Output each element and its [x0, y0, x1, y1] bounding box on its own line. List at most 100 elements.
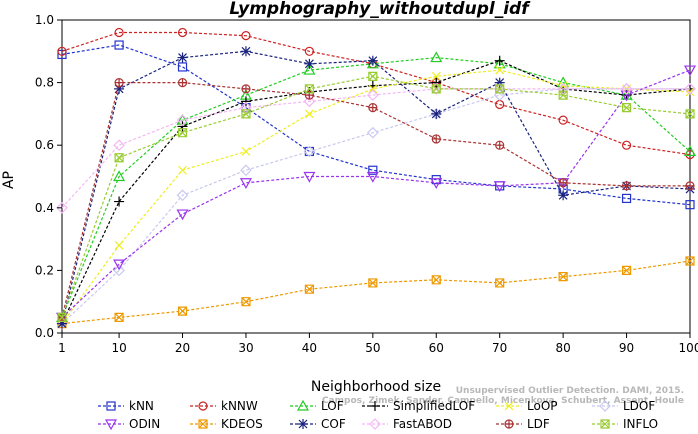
data-point: [495, 278, 505, 288]
x-tick-label: 90: [619, 341, 634, 355]
data-point: [114, 40, 124, 50]
data-point: [621, 103, 632, 113]
data-point: [684, 83, 696, 95]
legend-item-simplifiedlof: SimplifiedLOF: [362, 399, 475, 413]
data-point: [494, 55, 505, 66]
data-point: [431, 84, 441, 94]
data-point: [114, 83, 125, 94]
legend-label: COF: [321, 417, 346, 431]
legend-label: FastABOD: [393, 417, 452, 431]
data-point: [113, 264, 125, 277]
legend-marker: [504, 401, 514, 411]
data-point: [114, 78, 124, 88]
data-point: [241, 147, 251, 156]
series-kdeos: [57, 256, 695, 329]
data-point: [57, 312, 67, 322]
data-point: [114, 27, 124, 38]
data-point: [368, 84, 378, 94]
x-tick-label: 20: [175, 341, 190, 355]
data-point: [620, 83, 633, 95]
legend-item-lof: LOF: [290, 399, 344, 413]
data-point: [495, 140, 505, 150]
series-line: [61, 69, 691, 318]
legend-item-ldof: LDOF: [592, 399, 655, 413]
y-tick-label: 0.4: [35, 201, 54, 215]
data-point: [241, 31, 251, 41]
data-point: [113, 259, 126, 271]
legend-item-loop: LoOP: [496, 399, 558, 413]
y-tick-label: 0.8: [35, 76, 54, 90]
data-point: [558, 272, 568, 282]
legend-label: SimplifiedLOF: [393, 399, 475, 413]
series-line: [61, 60, 691, 324]
legend-item-cof: COF: [290, 417, 346, 431]
data-point: [57, 46, 67, 56]
data-point: [303, 95, 316, 108]
data-point: [621, 181, 632, 191]
legend-item-knnw: kNNW: [190, 399, 258, 413]
data-point: [114, 196, 125, 207]
data-point: [240, 164, 252, 177]
data-point: [114, 312, 124, 322]
x-tick-label: 100: [679, 341, 698, 355]
data-point: [621, 140, 632, 150]
y-tick-label: 0.0: [35, 326, 54, 340]
data-point: [114, 240, 124, 250]
data-point: [621, 193, 632, 204]
series-line: [61, 88, 690, 209]
data-point: [177, 62, 188, 72]
data-point: [304, 284, 314, 294]
legend-item-ldf: LDF: [496, 417, 550, 431]
data-point: [57, 318, 67, 329]
data-point: [367, 55, 378, 66]
legend-marker: [599, 400, 611, 412]
data-point: [495, 84, 505, 94]
legend-label: KDEOS: [221, 417, 263, 431]
data-point: [303, 63, 316, 75]
chart-title: Lymphography_withoutdupl_idf: [229, 0, 531, 19]
legend-item-inflo: INFLO: [592, 417, 658, 431]
legend-marker: [298, 419, 308, 429]
data-point: [366, 89, 379, 101]
series-ldof: [56, 83, 696, 330]
legend-marker: [296, 399, 310, 411]
x-tick-label: 50: [365, 341, 380, 355]
x-tick-label: 60: [429, 341, 444, 355]
x-tick-label: 80: [555, 341, 570, 355]
legend-label: LOF: [321, 399, 344, 413]
data-point: [430, 83, 443, 95]
data-point: [368, 71, 378, 81]
legend-label: LoOP: [527, 399, 558, 413]
data-point: [178, 165, 187, 175]
series-inflo: [57, 71, 695, 322]
legend-item-knn: kNN: [98, 399, 154, 413]
data-point: [366, 171, 379, 183]
legend-marker: [198, 401, 208, 411]
data-point: [431, 108, 442, 119]
data-point: [494, 77, 505, 88]
data-point: [495, 65, 505, 75]
data-point: [368, 278, 378, 288]
data-point: [493, 57, 506, 69]
data-point: [303, 145, 316, 158]
series-line: [61, 44, 691, 206]
data-point: [431, 71, 441, 81]
data-point: [683, 65, 697, 77]
data-point: [493, 83, 506, 95]
x-tick-label: 70: [492, 341, 507, 355]
legend-label: ODIN: [129, 417, 160, 431]
series-fastabod: [56, 83, 696, 214]
legend-marker: [504, 419, 514, 429]
data-point: [113, 139, 125, 152]
series-line: [61, 75, 691, 318]
x-tick-label: 40: [302, 341, 317, 355]
y-tick-label: 0.2: [35, 263, 54, 277]
data-point: [177, 306, 188, 316]
data-point: [176, 189, 189, 202]
watermark-line-1: Unsupervised Outlier Detection. DAMI, 20…: [456, 386, 684, 396]
data-point: [240, 96, 251, 107]
legend-marker: [600, 419, 610, 429]
x-tick-label: 10: [111, 341, 126, 355]
series-odin: [55, 65, 697, 324]
